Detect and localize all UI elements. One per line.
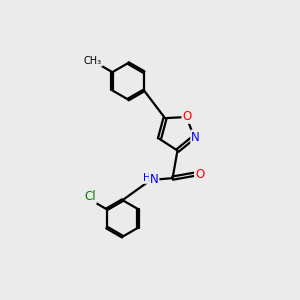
- Text: N: N: [150, 173, 158, 186]
- Text: O: O: [182, 110, 192, 123]
- Text: CH₃: CH₃: [84, 56, 102, 66]
- Text: N: N: [191, 130, 200, 144]
- Text: H: H: [143, 173, 151, 183]
- Text: O: O: [195, 168, 204, 181]
- Text: Cl: Cl: [84, 190, 96, 203]
